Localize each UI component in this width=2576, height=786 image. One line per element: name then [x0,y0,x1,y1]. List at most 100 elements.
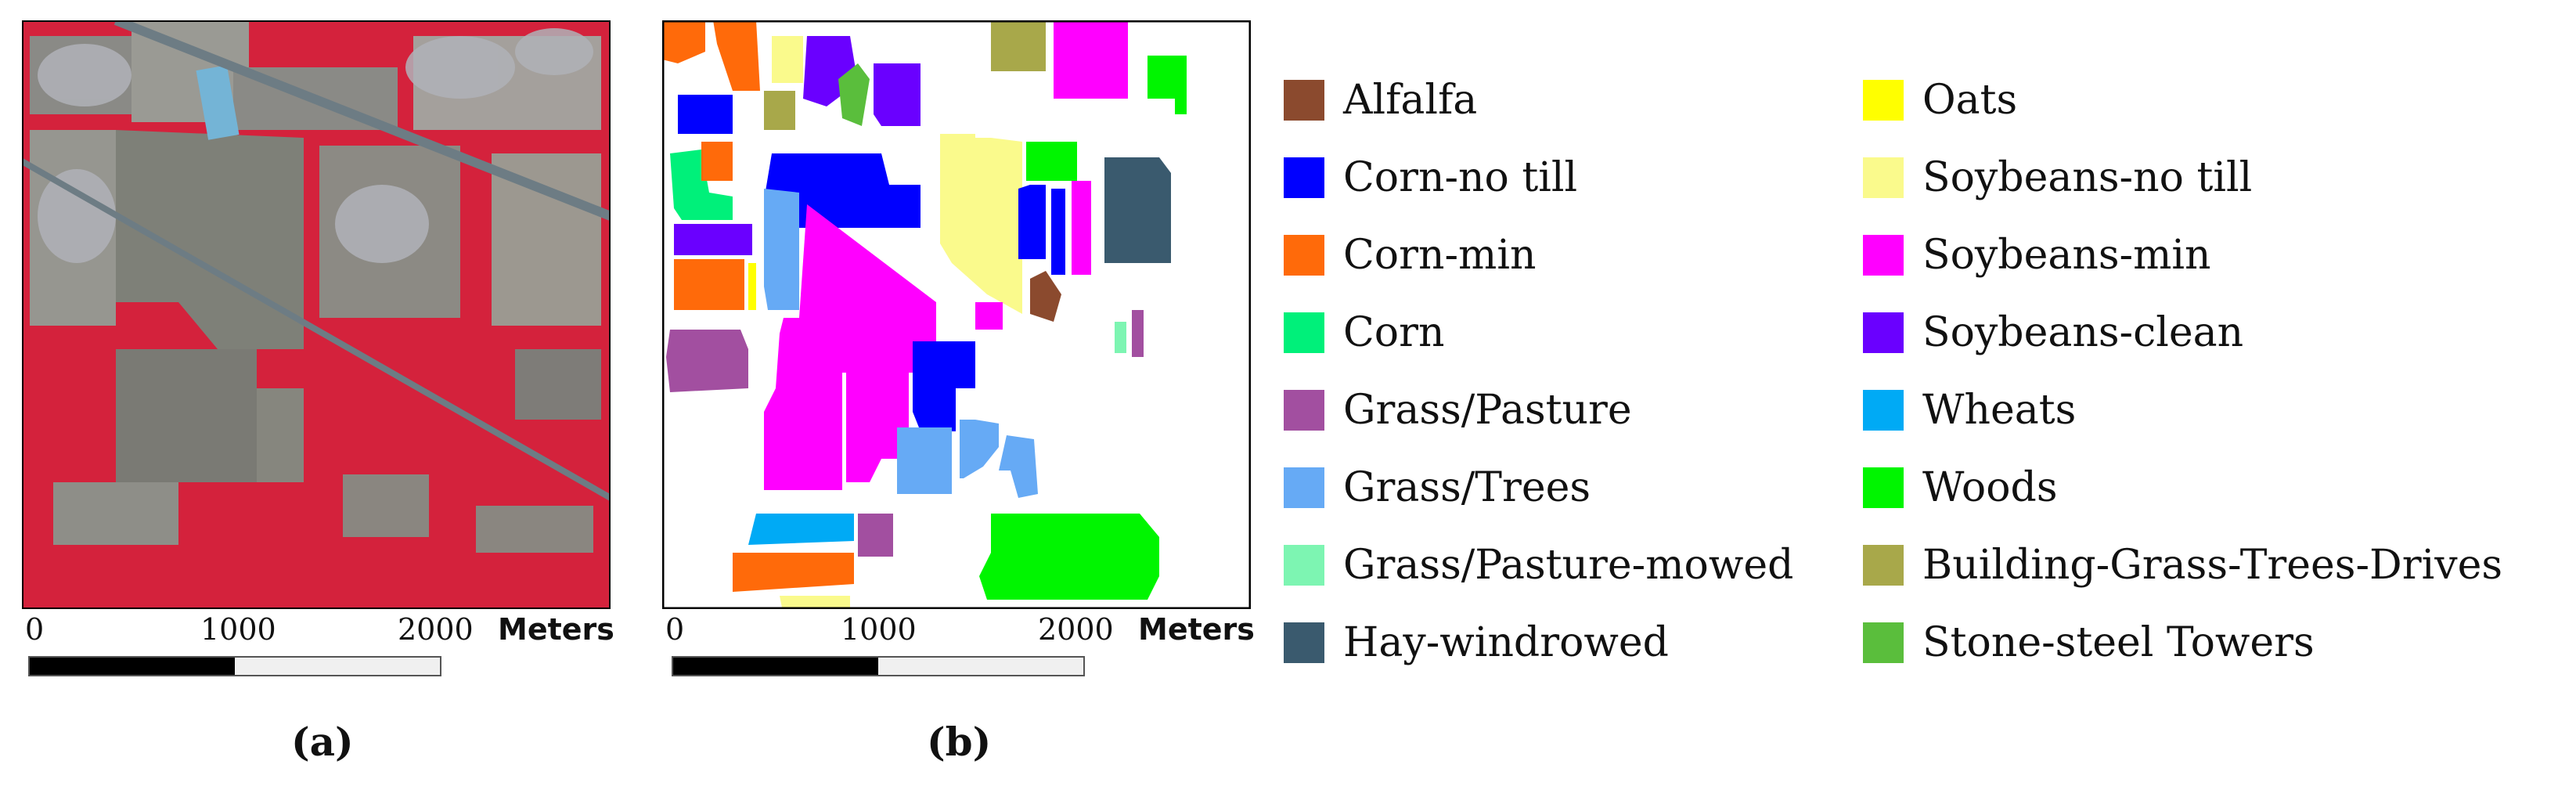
region-building-grass-trees-drives [991,20,1046,71]
legend-label: Grass/Pasture-mowed [1343,542,1794,589]
region-grass-trees [999,435,1038,498]
region-grass-pasture [1132,310,1144,357]
region-soybeans-no-till [772,36,803,83]
image-border [22,20,611,609]
scale-bar-fill [30,658,235,675]
legend-label: Hay-windrowed [1343,619,1669,666]
legend-swatch [1863,235,1904,276]
region-woods [1026,142,1077,181]
field [257,388,304,482]
scale-tick: 0 [665,612,685,647]
legend-label: Building-Grass-Trees-Drives [1922,542,2503,589]
legend-swatch [1863,390,1904,431]
legend-swatch [1863,467,1904,508]
scale-unit: Meters [1138,612,1255,647]
legend-item: Corn-min [1284,232,1536,279]
region-woods [1147,56,1187,114]
scale-bar-fill [673,658,878,675]
highway [113,20,611,221]
legend-item: Stone-steel Towers [1863,619,2315,666]
region-soybeans-min [764,318,842,490]
legend-item: Grass/Trees [1284,464,1591,511]
cloud [405,36,515,99]
panel-label-b: (b) [927,719,992,765]
legend-swatch [1284,390,1324,431]
region-soybeans-min [1054,20,1128,99]
legend-item: Grass/Pasture-mowed [1284,542,1793,589]
legend-swatch [1284,545,1324,586]
cloud [38,169,116,263]
scale-tick: 0 [25,612,45,647]
legend-item: Soybeans-clean [1863,309,2243,356]
legend-label: Stone-steel Towers [1922,619,2315,666]
region-grass-pasture-mowed [1115,322,1126,353]
region-corn-no-till [913,341,975,431]
legend-label: Soybeans-no till [1922,154,2253,201]
railroad [22,158,611,501]
legend-label: Alfalfa [1343,77,1478,124]
scale-bar: 0 1000 2000 Meters [662,612,1281,683]
region-grass-trees [764,189,799,310]
legend-swatch [1284,622,1324,663]
region-corn-no-till [1051,189,1065,275]
scale-bar-graphic [672,656,1085,676]
ground-truth-map-svg [662,20,1251,609]
field [492,153,601,326]
scale-bar-graphic [28,656,441,676]
legend-item: Soybeans-no till [1863,154,2252,201]
legend-swatch [1863,157,1904,198]
region-soybeans-clean [874,63,921,126]
region-woods [979,514,1159,600]
legend-label: Corn-no till [1343,154,1578,201]
legend-label: Soybeans-min [1922,232,2211,279]
region-grass-trees [897,427,952,494]
field [53,482,178,545]
field [476,506,593,553]
legend-label: Woods [1922,464,2058,511]
map-border [662,20,1251,609]
cloud [515,28,593,75]
region-stone-steel-towers [838,63,870,126]
region-corn-min [701,142,733,181]
ground-truth-map [662,20,1251,609]
water-patch [196,65,240,140]
region-soybeans-min [975,302,1003,330]
scale-tick: 1000 [841,612,917,647]
region-corn [670,150,733,220]
region-soybeans-clean [674,224,752,255]
legend-item: Hay-windrowed [1284,619,1669,666]
scale-tick: 1000 [200,612,276,647]
legend-swatch [1284,235,1324,276]
legend-label: Wheats [1922,387,2077,434]
legend-label: Corn-min [1343,232,1537,279]
legend-item: Building-Grass-Trees-Drives [1863,542,2502,589]
legend-label: Oats [1922,77,2018,124]
region-corn-no-till [764,153,921,228]
region-hay-windrowed [1104,157,1171,263]
legend-item: Woods [1863,464,2058,511]
region-wheats [748,514,854,545]
legend-item: Corn-no till [1284,154,1577,201]
legend-item: Wheats [1863,387,2076,434]
region-grass-pasture [858,514,893,557]
clouds [38,28,593,263]
map-background [662,20,1251,609]
legend-swatch [1863,80,1904,121]
legend-swatch [1284,157,1324,198]
cloud [335,185,429,263]
scale-tick: 2000 [1038,612,1114,647]
region-alfalfa [1030,271,1061,322]
region-corn-min [713,20,760,91]
legend-swatch [1863,545,1904,586]
field [343,474,429,537]
legend-swatch [1863,622,1904,663]
false-color-image-svg [22,20,611,609]
legend-item: Oats [1863,77,2017,124]
region-oats [748,263,756,310]
legend-label: Soybeans-clean [1922,309,2244,356]
region-soybeans-no-till [780,596,850,609]
region-corn-min [733,553,854,592]
region-corn-no-till [1018,185,1046,259]
region-grass-trees [960,420,999,478]
legend-swatch [1284,467,1324,508]
